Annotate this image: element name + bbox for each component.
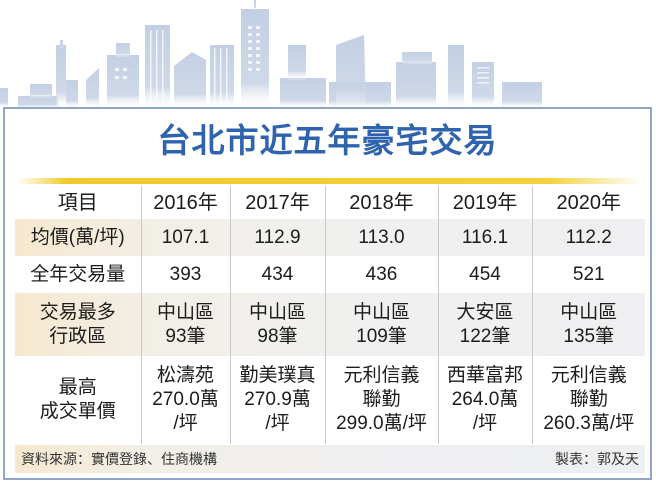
table-cell: 中山區 98筆 bbox=[229, 293, 325, 356]
skyline-illustration bbox=[0, 0, 542, 108]
data-source: 資料來源：實價登錄、住商機構 bbox=[21, 452, 217, 468]
footer-bar: 資料來源：實價登錄、住商機構 製表：郭及天 bbox=[15, 445, 645, 473]
table-cell: 107.1 bbox=[140, 219, 230, 256]
row-label-line: 最高 bbox=[58, 377, 97, 398]
count: 98筆 bbox=[257, 325, 298, 347]
table-cell: 116.1 bbox=[437, 219, 532, 256]
cell-line: 元利信義 bbox=[343, 365, 420, 386]
table-cell: 勤美璞真 270.9萬 /坪 bbox=[229, 356, 325, 444]
table-cell: 松濤苑 270.0萬 /坪 bbox=[140, 356, 230, 444]
district: 中山區 bbox=[248, 301, 306, 323]
row-label: 均價(萬/坪) bbox=[30, 226, 125, 248]
title-divider bbox=[17, 178, 642, 184]
cell-line: 西華富邦 bbox=[446, 365, 523, 386]
cell-line: 260.3萬/坪 bbox=[543, 413, 635, 434]
table-cell: 元利信義 聯勤 299.0萬/坪 bbox=[324, 356, 438, 444]
count: 93筆 bbox=[165, 325, 206, 347]
count: 109筆 bbox=[356, 325, 407, 347]
cell-line: /坪 bbox=[265, 413, 290, 434]
table-row: 均價(萬/坪) 107.1 112.9 113.0 116.1 112.2 bbox=[15, 219, 645, 256]
table-cell: 113.0 bbox=[324, 219, 438, 256]
district: 中山區 bbox=[560, 301, 618, 323]
table-row: 全年交易量 393 434 436 454 521 bbox=[15, 256, 645, 293]
cell-line: /坪 bbox=[472, 413, 498, 434]
cell-line: 264.0萬 bbox=[451, 389, 519, 410]
district: 中山區 bbox=[156, 301, 214, 323]
table-cell: 元利信義 聯勤 260.3萬/坪 bbox=[531, 356, 645, 444]
table-cell: 中山區 93筆 bbox=[140, 293, 230, 356]
row-label: 最高 成交單價 bbox=[15, 356, 141, 444]
cell-line: 聯勤 bbox=[569, 389, 608, 410]
row-label: 全年交易量 bbox=[30, 263, 126, 285]
cell-line: 299.0萬/坪 bbox=[336, 413, 427, 434]
table-row: 交易最多 行政區 中山區 93筆 中山區 98筆 中山區 109筆 大安區 12… bbox=[15, 293, 645, 356]
cell-line: /坪 bbox=[173, 413, 198, 434]
header-cell: 2019年 bbox=[437, 186, 532, 219]
table-cell: 393 bbox=[140, 256, 230, 293]
table-cell: 大安區 122筆 bbox=[437, 293, 532, 356]
table-cell: 436 bbox=[324, 256, 438, 293]
cell-line: 勤美璞真 bbox=[239, 365, 316, 386]
table-cell: 西華富邦 264.0萬 /坪 bbox=[437, 356, 532, 444]
cell-line: 松濤苑 bbox=[156, 365, 214, 386]
table-cell: 454 bbox=[437, 256, 532, 293]
header-cell: 2020年 bbox=[531, 186, 645, 219]
count: 135筆 bbox=[563, 325, 615, 347]
cell-line: 聯勤 bbox=[362, 389, 401, 410]
table-header-row: 項目 2016年 2017年 2018年 2019年 2020年 bbox=[15, 186, 645, 219]
header-cell: 2018年 bbox=[324, 186, 438, 219]
table-cell: 521 bbox=[531, 256, 645, 293]
row-label-line: 行政區 bbox=[49, 325, 107, 347]
header-cell: 項目 bbox=[57, 191, 98, 214]
table-cell: 112.2 bbox=[531, 219, 645, 256]
table-row: 最高 成交單價 松濤苑 270.0萬 /坪 勤美璞真 270.9萬 /坪 元利信… bbox=[15, 356, 645, 444]
table-cell: 434 bbox=[229, 256, 325, 293]
data-table: 項目 2016年 2017年 2018年 2019年 2020年 均價(萬/坪)… bbox=[15, 186, 645, 444]
cell-line: 270.9萬 bbox=[244, 389, 311, 410]
district: 大安區 bbox=[456, 301, 514, 323]
table-cell: 中山區 109筆 bbox=[324, 293, 438, 356]
chart-credit: 製表：郭及天 bbox=[555, 452, 639, 468]
table-cell: 112.9 bbox=[229, 219, 325, 256]
chart-title: 台北市近五年豪宅交易 bbox=[157, 121, 498, 160]
district: 中山區 bbox=[352, 301, 410, 323]
header-cell: 2017年 bbox=[229, 186, 325, 219]
cell-line: 270.0萬 bbox=[152, 389, 219, 410]
row-label-line: 成交單價 bbox=[39, 401, 116, 422]
infographic-frame: 台北市近五年豪宅交易 項目 2016年 2017年 2018年 2019年 20… bbox=[3, 107, 652, 480]
table-cell: 中山區 135筆 bbox=[531, 293, 645, 356]
row-label: 交易最多 行政區 bbox=[15, 293, 141, 356]
cell-line: 元利信義 bbox=[550, 365, 627, 386]
count: 122筆 bbox=[459, 325, 511, 347]
header-cell: 2016年 bbox=[140, 186, 230, 219]
row-label-line: 交易最多 bbox=[39, 301, 116, 323]
